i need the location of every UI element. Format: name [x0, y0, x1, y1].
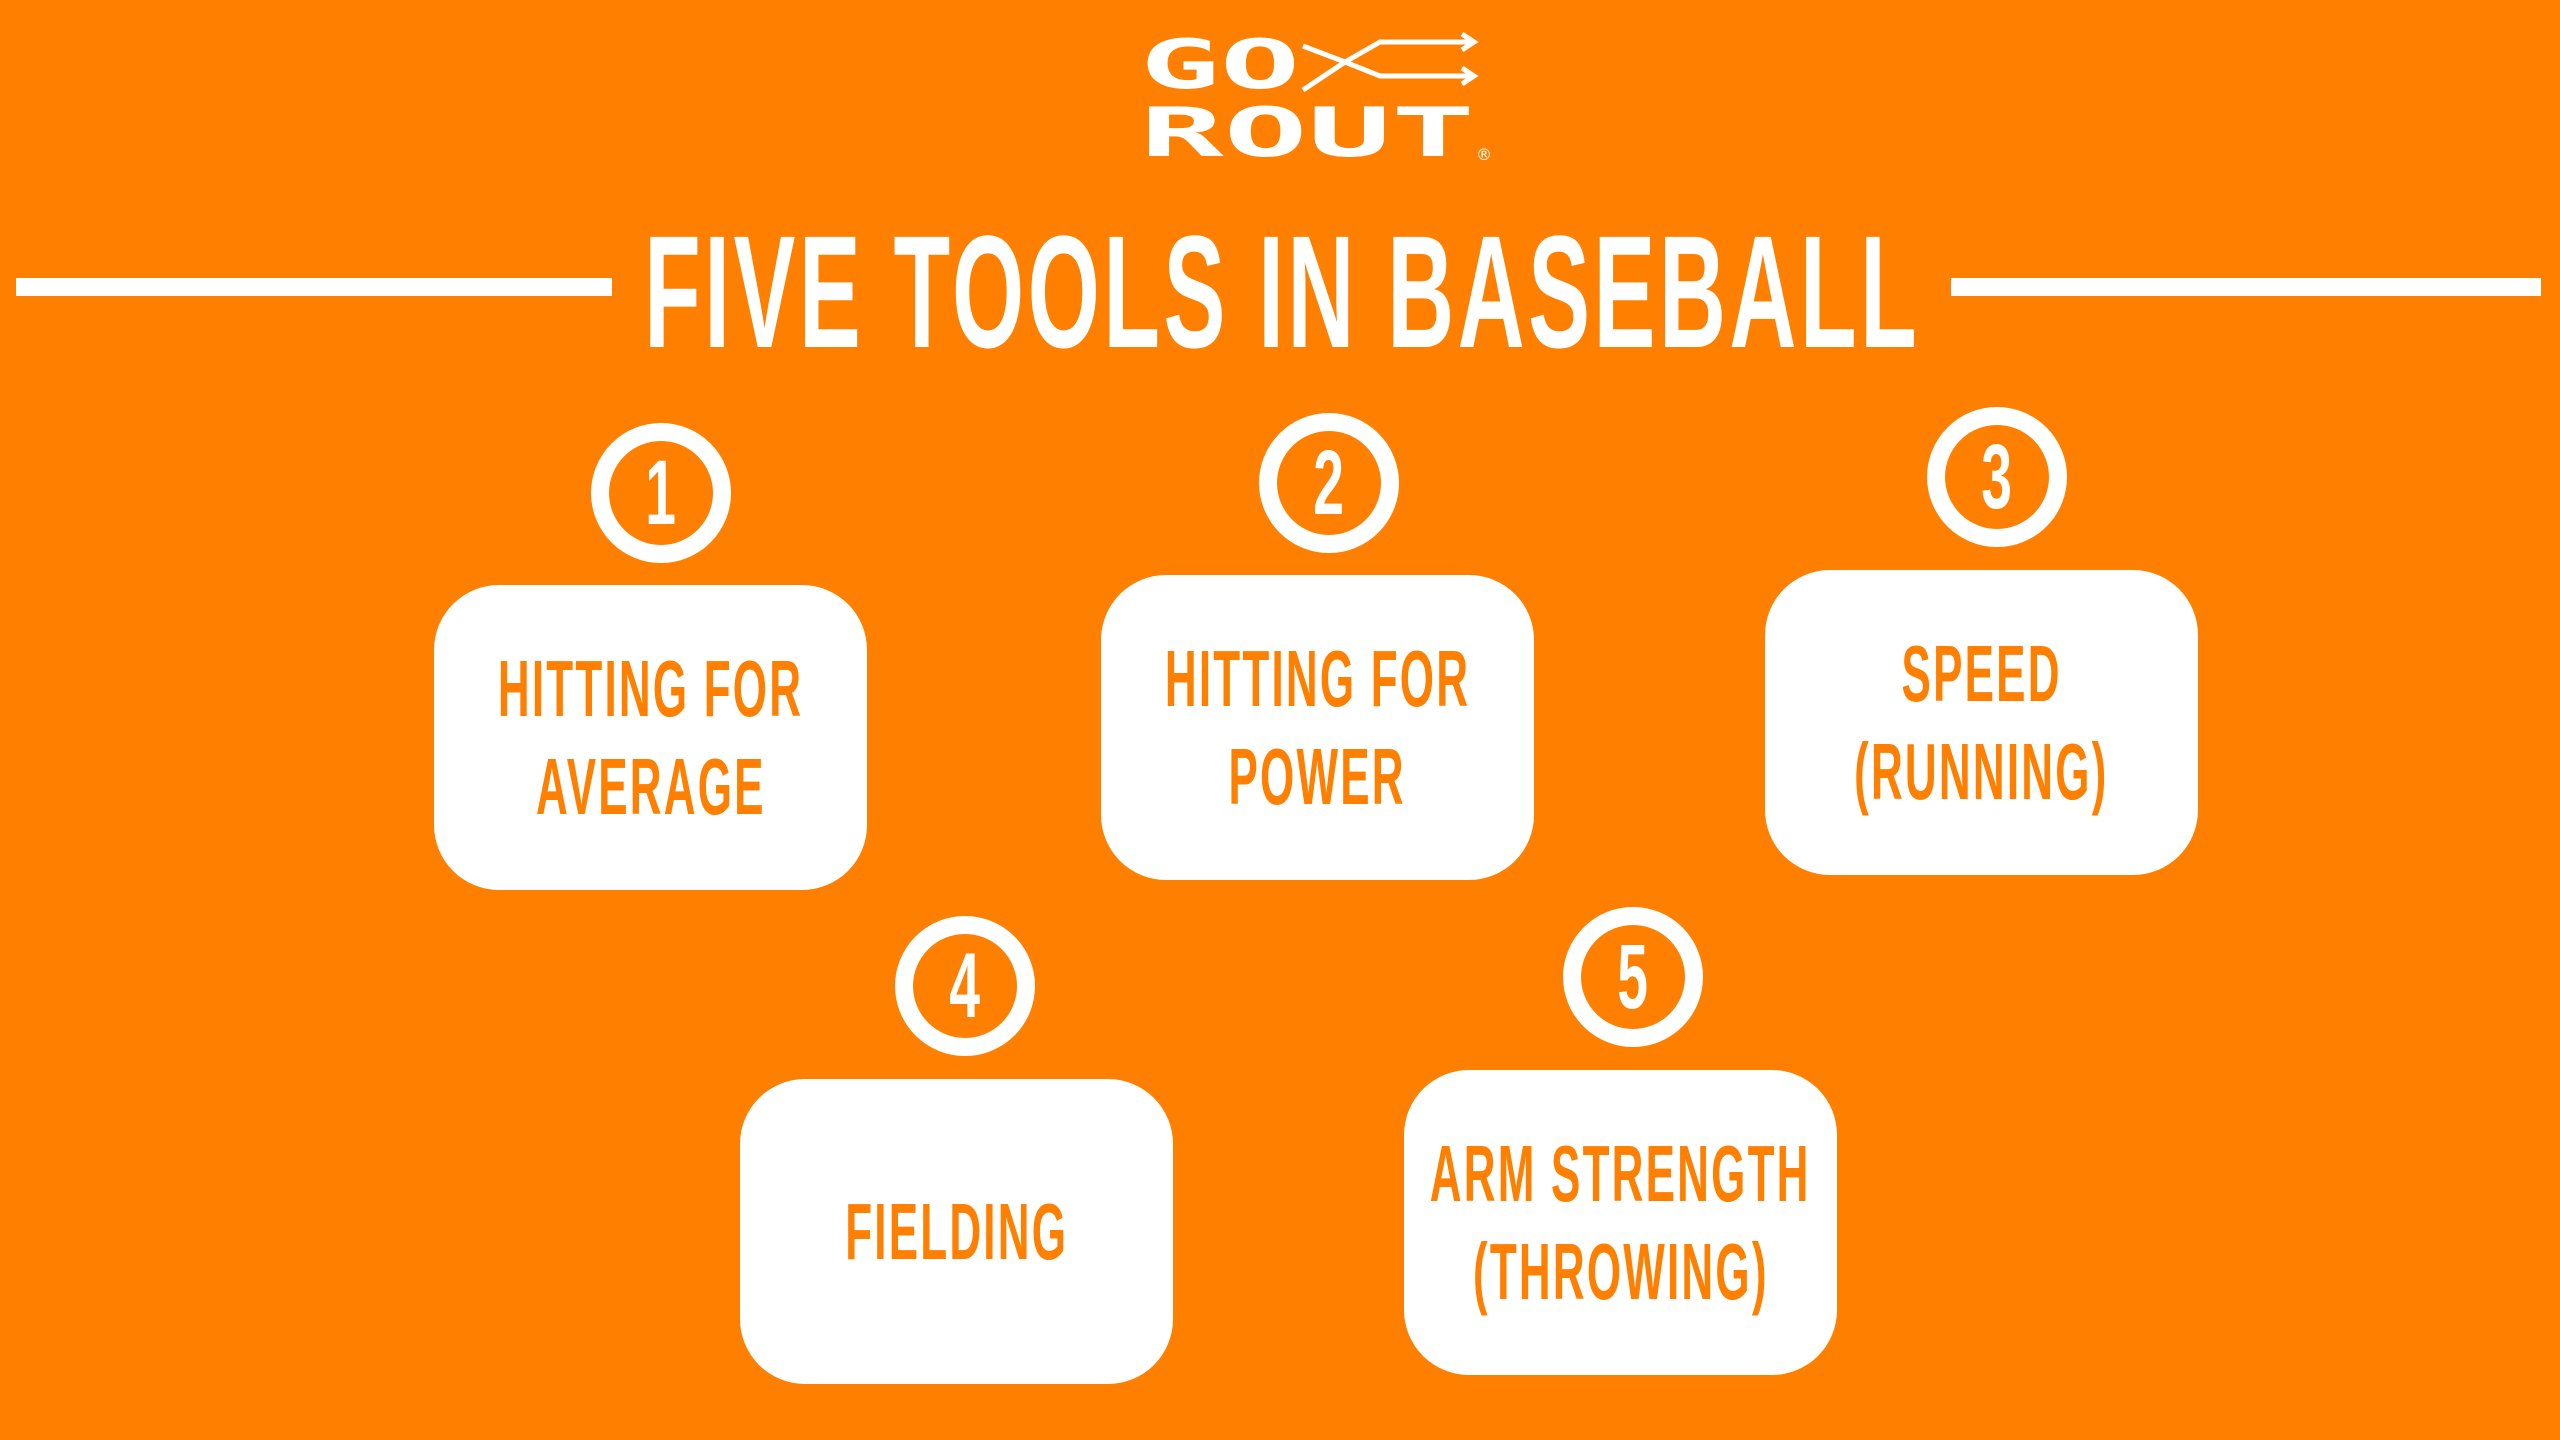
- number-badge-1: 1: [591, 423, 731, 563]
- tool-label-line: FIELDING: [845, 1186, 1068, 1276]
- tool-label-line: HITTING FOR: [1164, 633, 1471, 723]
- tool-label-line: (THROWING): [1472, 1226, 1769, 1316]
- svg-text:ROUT: ROUT: [1140, 94, 1475, 166]
- number-badge-5: 5: [1563, 907, 1703, 1047]
- tool-label-line: (RUNNING): [1854, 726, 2109, 816]
- tool-card-speed: SPEED (RUNNING): [1765, 570, 2198, 875]
- number-badge-4: 4: [895, 916, 1035, 1056]
- svg-text:®: ®: [1476, 145, 1490, 164]
- svg-text:GO: GO: [1140, 30, 1300, 105]
- gorout-logo: GO ROUT ®: [1140, 30, 1490, 166]
- tool-card-arm-strength: ARM STRENGTH (THROWING): [1404, 1070, 1837, 1375]
- tool-card-fielding: FIELDING: [740, 1079, 1173, 1384]
- tool-card-hitting-for-power: HITTING FOR POWER: [1101, 575, 1534, 880]
- number-badge-2: 2: [1259, 413, 1399, 553]
- left-divider-line: [16, 278, 612, 296]
- tool-label-line: AVERAGE: [535, 741, 766, 831]
- page-title: FIVE TOOLS IN BASEBALL: [643, 202, 1921, 381]
- right-divider-line: [1951, 278, 2541, 296]
- tool-label-line: ARM STRENGTH: [1430, 1128, 1811, 1218]
- tool-card-hitting-for-average: HITTING FOR AVERAGE: [434, 585, 867, 890]
- tool-label-line: SPEED: [1901, 628, 2062, 718]
- tool-label-line: HITTING FOR: [497, 643, 804, 733]
- number-badge-3: 3: [1927, 407, 2067, 547]
- tool-label-line: POWER: [1228, 731, 1407, 821]
